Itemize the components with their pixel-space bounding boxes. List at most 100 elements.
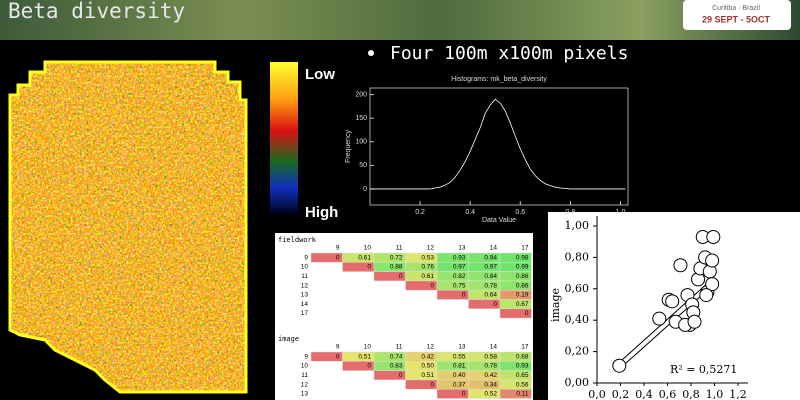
cell-value: 0.76 <box>421 264 434 271</box>
cell-value: 0.58 <box>484 353 497 360</box>
cell-value: 0.42 <box>484 372 497 379</box>
cell-value: 0.51 <box>421 372 434 379</box>
cell-value: 0.67 <box>516 301 529 308</box>
column-header: 11 <box>396 344 403 351</box>
cell-value: 0.82 <box>453 273 466 280</box>
cell-value: 0 <box>430 381 434 388</box>
x-tick-label: 0,2 <box>612 388 630 400</box>
cell-value: 0.83 <box>390 363 403 370</box>
x-tick-label: 1,2 <box>729 388 747 400</box>
legend-high: High <box>305 204 338 221</box>
legend-low: Low <box>305 66 335 83</box>
cell-value: 0.93 <box>453 254 466 261</box>
row-label: 9 <box>304 353 308 360</box>
scatter-point <box>652 311 667 326</box>
scatter-point <box>705 253 720 268</box>
cell-value: 0.78 <box>484 363 497 370</box>
cell-value: 0 <box>367 363 371 370</box>
scatter-point <box>687 314 702 329</box>
bullet-dot <box>368 50 374 56</box>
cell-value: 0.52 <box>484 391 497 398</box>
column-header: 10 <box>364 245 372 252</box>
histogram-line <box>370 98 626 190</box>
table-cell <box>499 308 532 319</box>
cell-value: 0.19 <box>516 292 529 299</box>
map-border <box>8 60 248 394</box>
cell-value: 0.86 <box>516 282 529 289</box>
column-header: 9 <box>336 245 340 252</box>
color-bar <box>270 62 298 215</box>
cell-value: 0 <box>336 353 340 360</box>
table-cell <box>499 388 532 399</box>
row-label: 12 <box>301 282 309 289</box>
y-tick-label: 50 <box>359 162 367 169</box>
cell-value: 0.81 <box>453 363 466 370</box>
cell-value: 0.68 <box>516 353 529 360</box>
column-header: 13 <box>458 245 466 252</box>
cell-value: 0.93 <box>516 363 529 370</box>
x-tick-label: 0.8 <box>566 209 576 216</box>
y-axis-label: Frequency <box>345 129 352 163</box>
cell-value: 0.50 <box>421 363 434 370</box>
column-header: 12 <box>427 344 435 351</box>
cell-value: 0.94 <box>484 254 497 261</box>
x-tick-label: 0,6 <box>659 388 677 400</box>
cell-value: 0.75 <box>453 282 466 289</box>
y-tick-label: 0,60 <box>565 282 590 295</box>
cell-value: 0 <box>367 264 371 271</box>
cell-value: 0 <box>399 372 403 379</box>
cell-value: 0.78 <box>484 282 497 289</box>
x-axis-label: Data Value <box>482 217 516 224</box>
cell-value: 0.55 <box>453 353 466 360</box>
column-header: 10 <box>364 344 372 351</box>
cell-value: 0.86 <box>516 273 529 280</box>
logo-dates: 29 SEPT - 5OCT <box>702 14 771 24</box>
cell-value: 0.42 <box>421 353 434 360</box>
beta-map <box>10 62 246 392</box>
cell-value: 0.53 <box>421 254 434 261</box>
logo-place: Curitiba · Brazil <box>712 5 760 12</box>
trendline-core <box>617 281 714 368</box>
column-header: 14 <box>490 344 498 351</box>
column-header: 9 <box>336 344 340 351</box>
cell-value: 0.99 <box>516 264 529 271</box>
cell-value: 0.98 <box>516 254 529 261</box>
column-header: 13 <box>458 344 466 351</box>
scatter-point <box>706 229 721 244</box>
row-label: 9 <box>304 254 308 261</box>
cell-value: 0.51 <box>358 353 371 360</box>
row-label: 13 <box>301 292 309 299</box>
cell-value: 0.61 <box>421 273 434 280</box>
column-header: 17 <box>521 245 529 252</box>
y-tick-label: 0,80 <box>565 250 590 263</box>
x-tick-label: 0.4 <box>465 209 475 216</box>
scatter-point <box>673 258 688 273</box>
row-label: 17 <box>301 310 309 317</box>
annotation: R² = 0,5271 <box>670 363 737 376</box>
row-label: 12 <box>301 381 309 388</box>
y-tick-label: 150 <box>355 115 367 122</box>
y-tick-label: 1,00 <box>565 219 590 232</box>
cell-value: 0.97 <box>484 264 497 271</box>
cell-value: 0 <box>462 391 466 398</box>
banner <box>0 0 800 40</box>
cell-value: 0.72 <box>390 254 403 261</box>
column-header: 11 <box>396 245 403 252</box>
logo <box>683 0 791 30</box>
cell-value: 0.37 <box>453 381 466 388</box>
row-label: 11 <box>301 372 308 379</box>
cell-value: 0.40 <box>453 372 466 379</box>
cell-value: 0.11 <box>516 391 529 398</box>
x-tick-label: 0.2 <box>415 209 425 216</box>
y-tick-label: 0 <box>363 186 367 193</box>
y-tick-label: 100 <box>355 139 367 146</box>
cell-value: 0.34 <box>484 381 497 388</box>
y-axis-label: image <box>549 288 562 322</box>
row-label: 10 <box>301 264 309 271</box>
x-tick-label: 0.6 <box>515 209 525 216</box>
scatter-point <box>705 277 720 292</box>
cell-value: 0.84 <box>484 273 497 280</box>
cell-value: 0 <box>399 273 403 280</box>
